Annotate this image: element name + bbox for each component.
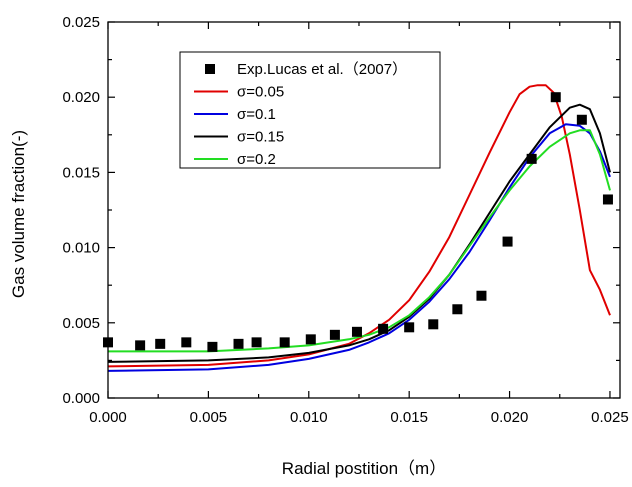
series-line-1 [107, 123, 611, 372]
data-point [233, 338, 244, 349]
x-axis-label: Radial postition（m） [282, 459, 446, 478]
y-tick-label: 0.000 [62, 390, 100, 407]
y-tick-label: 0.010 [62, 240, 100, 257]
data-point [476, 290, 487, 301]
x-tick-label: 0.025 [591, 409, 629, 426]
data-point [502, 236, 513, 247]
axes: 0.000 0.005 0.010 0.015 0.020 0.025 0.000 0.005… [62, 14, 628, 426]
legend-label-exp: Exp.Lucas et al.（2007） [237, 61, 407, 78]
data-point [279, 337, 290, 348]
y-tick-label: 0.005 [62, 315, 100, 332]
data-point [526, 153, 537, 164]
y-tick-label: 0.025 [62, 14, 100, 31]
data-point [181, 337, 192, 348]
x-tick-label: 0.020 [491, 409, 529, 426]
series-line-3 [108, 129, 611, 353]
y-tick-label: 0.015 [62, 164, 100, 181]
legend-marker-exp [205, 64, 215, 74]
plot-area [103, 84, 613, 372]
data-point [329, 329, 340, 340]
legend-box [179, 51, 441, 169]
data-point [602, 194, 613, 205]
data-point [305, 334, 316, 345]
legend-label-1: σ=0.1 [237, 106, 276, 123]
data-point [404, 322, 415, 333]
data-point [351, 326, 362, 337]
legend: Exp.Lucas et al.（2007） σ=0.05 σ=0.1 σ=0.15 σ… [179, 51, 441, 169]
data-point [207, 341, 218, 352]
x-tick-label: 0.000 [89, 409, 127, 426]
data-point [155, 338, 166, 349]
x-tick-label: 0.010 [290, 409, 328, 426]
data-point [452, 304, 463, 315]
data-point [135, 340, 146, 351]
x-tick-label: 0.015 [390, 409, 428, 426]
data-point [251, 337, 262, 348]
data-point [576, 114, 587, 125]
legend-label-2: σ=0.15 [237, 129, 284, 146]
y-axis-label: Gas volume fraction(-) [9, 130, 28, 298]
data-point [428, 319, 439, 330]
y-tick-label: 0.020 [62, 89, 100, 106]
data-point [550, 92, 561, 103]
x-tick-label: 0.005 [190, 409, 228, 426]
legend-label-0: σ=0.05 [237, 84, 284, 101]
legend-label-3: σ=0.2 [237, 151, 276, 168]
data-point [378, 323, 389, 334]
